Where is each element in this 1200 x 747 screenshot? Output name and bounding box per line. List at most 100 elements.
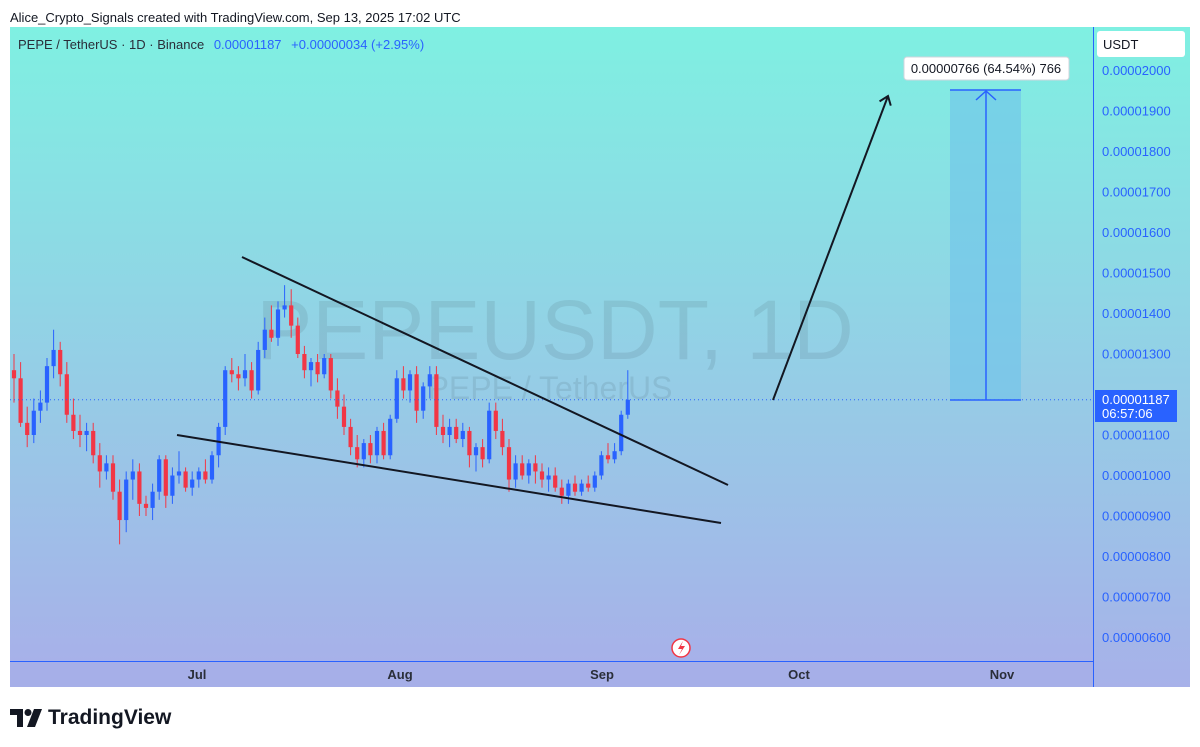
candle-body [592,475,597,488]
candle [612,443,617,464]
price-scale-background [1094,27,1190,687]
candle-body [559,487,564,496]
price-tick-label: 0.00001600 [1102,225,1171,240]
price-tick-label: 0.00000800 [1102,549,1171,564]
candle-body [473,447,479,456]
candle [566,479,571,504]
candle [473,443,479,472]
candle [355,435,360,468]
candle-body [256,349,261,391]
legend-change: +0.00000034 (+2.95%) [291,37,424,52]
price-scale-ticks: 0.00002000 0.00001900 0.00001800 0.00001700… [1102,63,1171,645]
candle [110,455,116,500]
candle-body [51,349,56,367]
candle [176,451,182,484]
candle [454,418,459,444]
candle [348,418,353,456]
symbol-legend[interactable]: PEPE / TetherUS · 1D · Binance 0.0000118… [18,37,424,52]
candle-body [18,378,23,423]
candle [506,439,512,492]
candle-body [97,455,102,472]
candle [31,398,36,444]
candle [256,341,261,395]
candle [58,341,63,387]
candle [25,406,30,448]
candle-body [619,414,624,452]
candle [51,329,56,379]
time-tick-label: Nov [990,667,1015,682]
candle [289,289,294,338]
candle [150,483,155,521]
candle-body [242,370,248,379]
price-tick-label: 0.00000700 [1102,590,1171,605]
currency-button[interactable]: USDT [1097,31,1185,57]
candle-body [427,374,432,387]
candle-body [31,410,36,435]
candle-body [421,386,426,411]
candle [183,467,188,492]
candle-body [104,463,109,472]
candle [493,402,498,440]
candle [315,354,320,383]
tradingview-logo[interactable]: TradingView [10,705,171,731]
price-tick-label: 0.00000600 [1102,630,1171,645]
breakout-arrow[interactable] [772,94,892,401]
candle [388,414,393,460]
candle [553,467,558,492]
price-tick-label: 0.00002000 [1102,63,1171,78]
candle-body [262,329,267,350]
chart-attribution: Alice_Crypto_Signals created with Tradin… [10,10,461,25]
candle [84,422,89,452]
candle-body [150,491,155,508]
lightning-icon[interactable] [671,638,691,658]
projection-label: 0.00000766 (64.54%) 766 [903,56,1070,81]
wedge-upper-trendline[interactable] [241,256,729,486]
legend-last-price: 0.00001187 [214,37,282,52]
price-tick-label: 0.00001000 [1102,468,1171,483]
candle [546,467,551,492]
candle [117,479,122,545]
candle [249,362,254,399]
candle-body [454,426,459,440]
candle-body [381,430,386,456]
candle-body [236,374,241,379]
chart-container[interactable]: PEPEUSDT, 1D PEPE / TetherUS 0.00000766 … [10,27,1190,687]
svg-text:PEPE / TetherUS · 1D · Binance: PEPE / TetherUS · 1D · Binance 0.0000118… [18,37,424,52]
price-chart[interactable]: PEPEUSDT, 1D PEPE / TetherUS 0.00000766 … [10,27,1190,687]
candle [579,479,584,496]
candle-body [190,479,195,488]
candle [407,370,413,403]
candlestick-series [11,285,630,545]
candle-body [579,483,584,492]
time-scale-background [10,661,1093,687]
watermark-ticker: PEPEUSDT, 1D [256,283,854,377]
candle-body [625,399,630,415]
candle [137,463,142,516]
candle [236,366,241,391]
candle [500,418,505,456]
candle [599,451,604,480]
candle-body [493,410,498,431]
candle [368,435,373,464]
candle-body [480,447,485,460]
candle-body [335,390,340,407]
candle-body [599,455,604,476]
candle [480,439,485,468]
candle [91,422,96,464]
candle [401,366,406,399]
candle-body [533,463,538,472]
plot-background [10,27,1093,661]
wedge-lower-trendline[interactable] [176,434,722,524]
last-price-tag[interactable]: 0.00001187 06:57:06 [1095,390,1177,422]
candle-body [374,430,380,456]
candle-body [539,471,545,480]
candle-body [322,358,327,375]
candle-body [282,305,287,310]
candle [539,463,545,488]
candle-body [77,430,83,435]
candle-body [229,370,234,375]
candle-body [11,370,17,379]
candle-body [170,475,175,496]
projection-label-text: 0.00000766 (64.54%) 766 [911,61,1061,76]
candle [322,354,327,379]
